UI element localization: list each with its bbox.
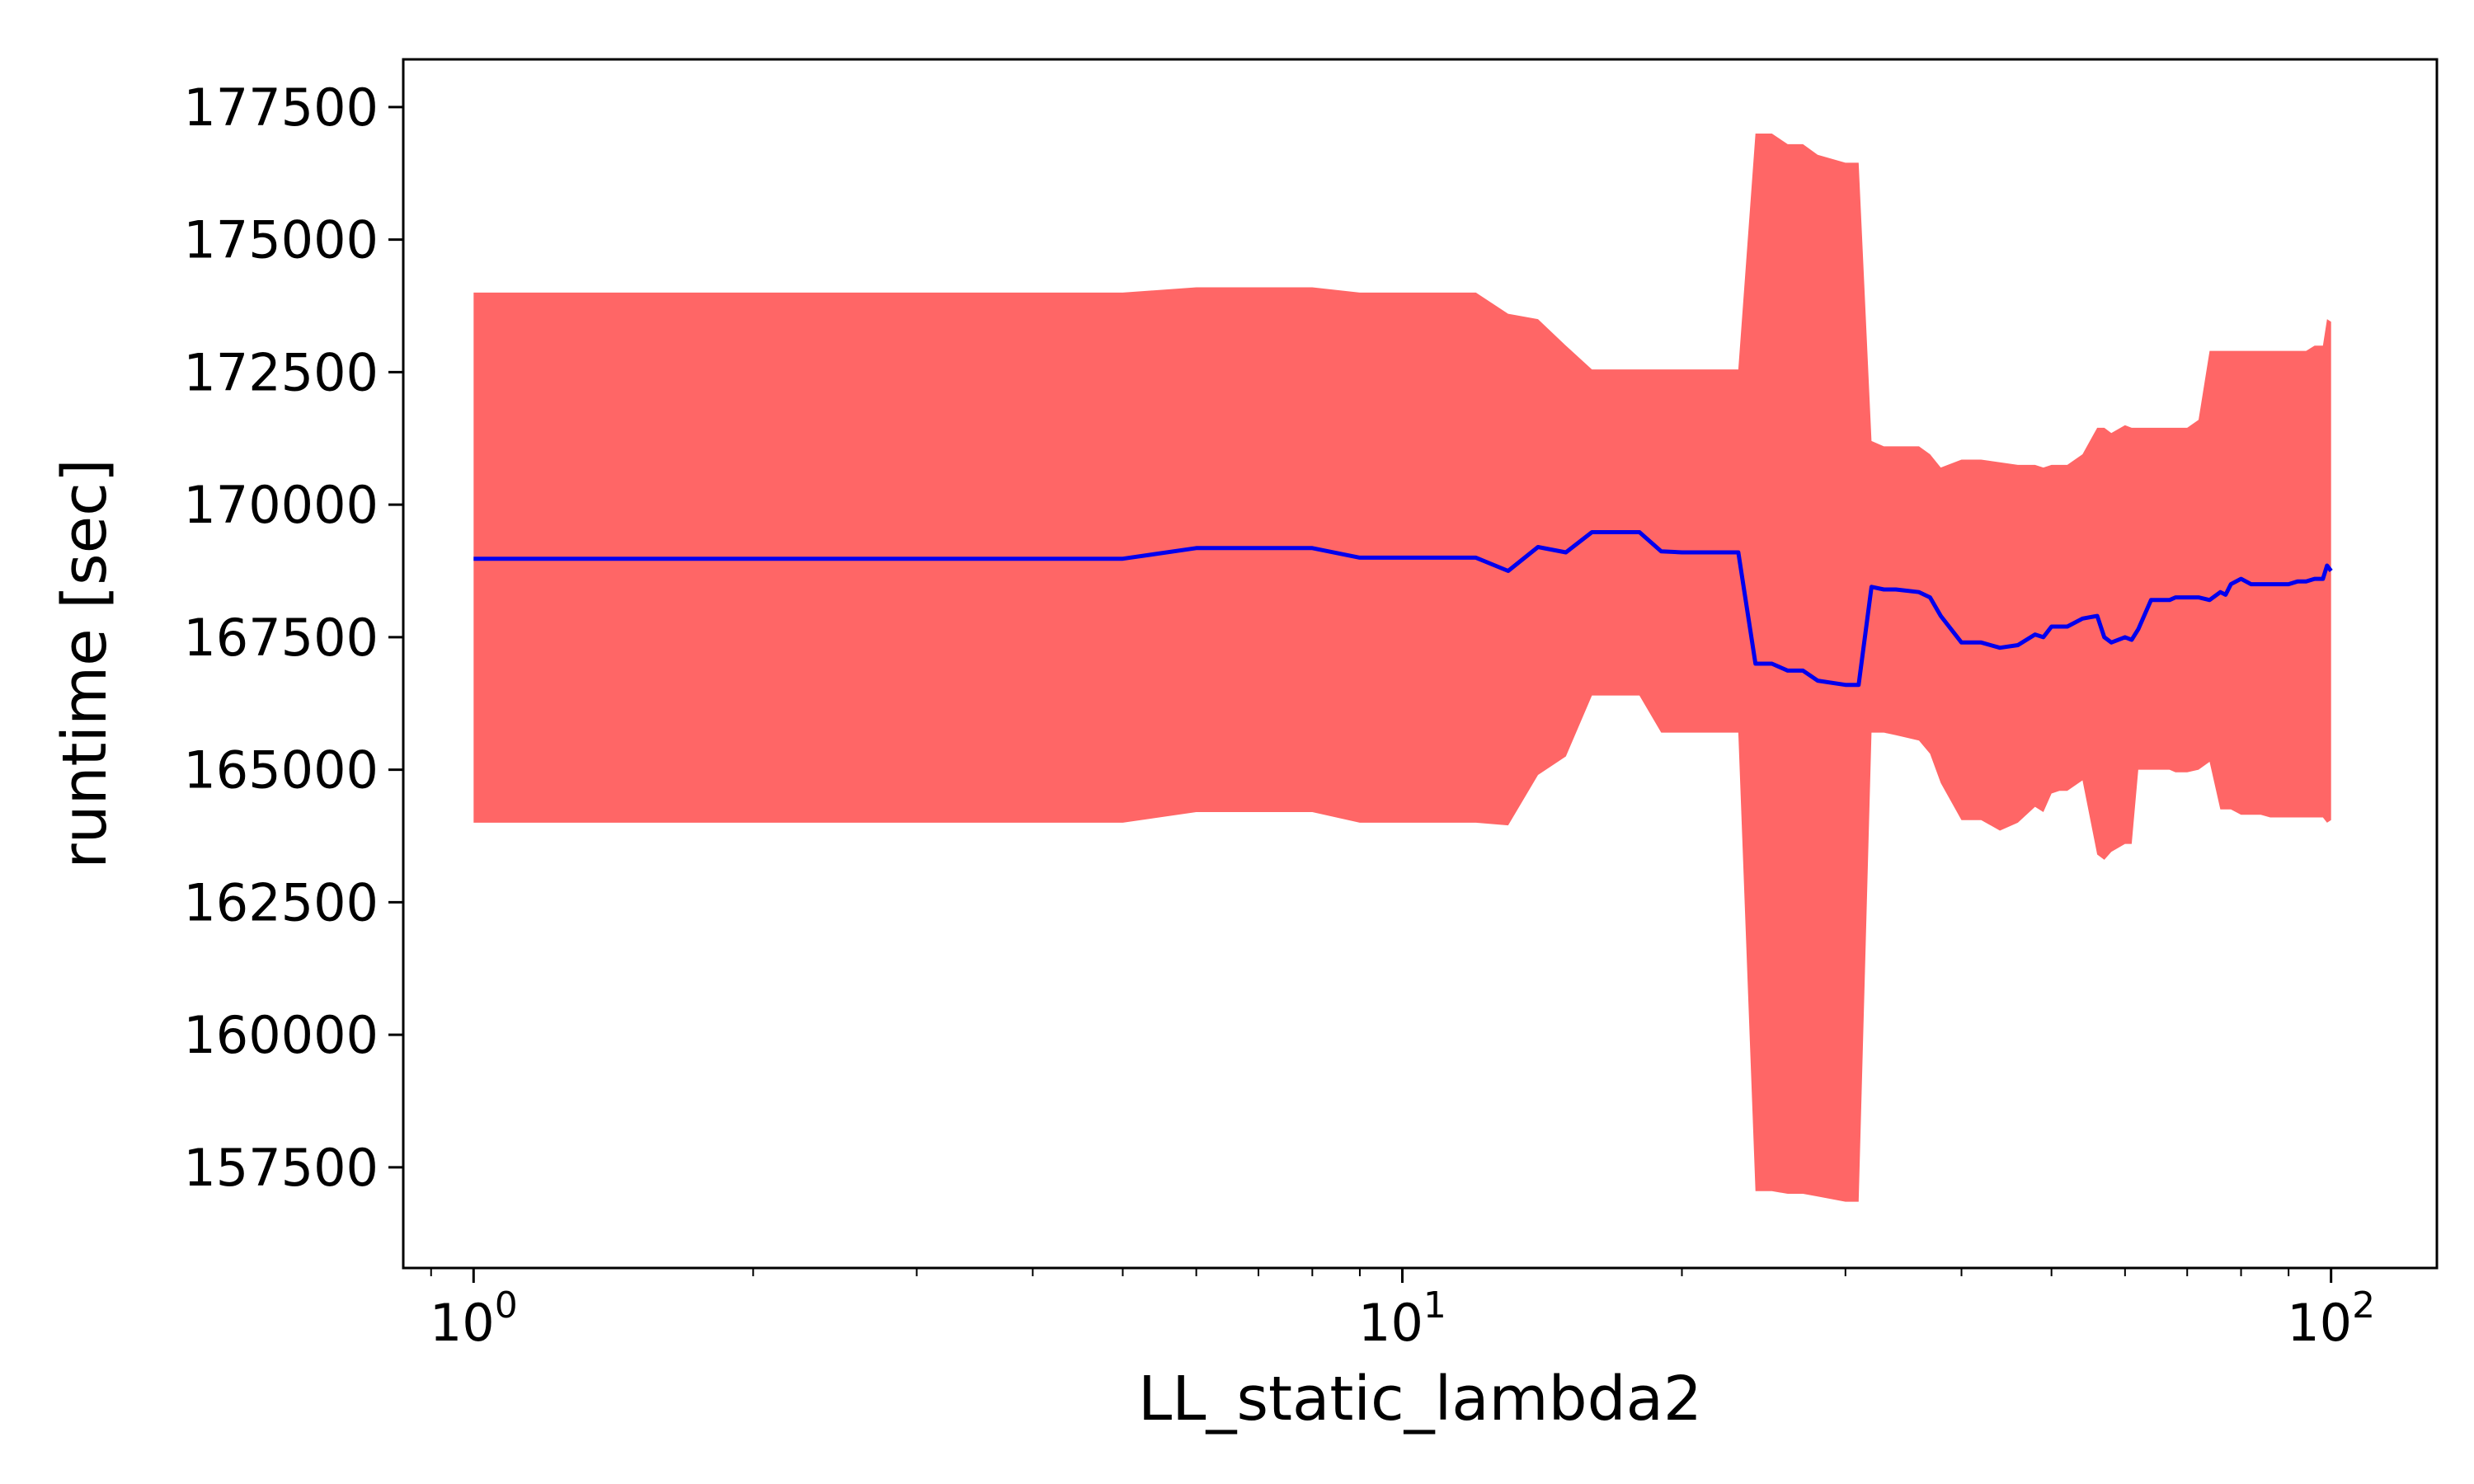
mean-line [473,530,2333,688]
x-axis-label: LL_static_lambda2 [1138,1364,1702,1435]
y-tick-label: 162500 [183,872,379,932]
x-axis: 100 101 102 [430,1268,2375,1353]
y-tick-label: 165000 [183,740,379,801]
y-tick-label: 175000 [183,210,379,270]
y-tick-label: 177500 [183,77,379,138]
confidence-band-layer [473,134,2331,1202]
y-tick-label: 157500 [183,1138,379,1198]
x-tick-label: 101 [1358,1284,1446,1353]
y-axis-label: runtime [sec] [49,458,120,868]
x-tick-label: 102 [2287,1284,2375,1353]
y-axis: 157500 160000 162500 165000 167500 170000 1725… [183,77,403,1198]
plot-frame [402,58,2439,1270]
x-tick-label: 100 [430,1284,518,1353]
y-tick-label: 167500 [183,608,379,668]
mean-line-layer [473,530,2333,688]
y-tick-label: 170000 [183,475,379,535]
y-tick-label: 160000 [183,1005,379,1065]
y-tick-label: 172500 [183,342,379,402]
confidence-band [473,134,2331,1202]
